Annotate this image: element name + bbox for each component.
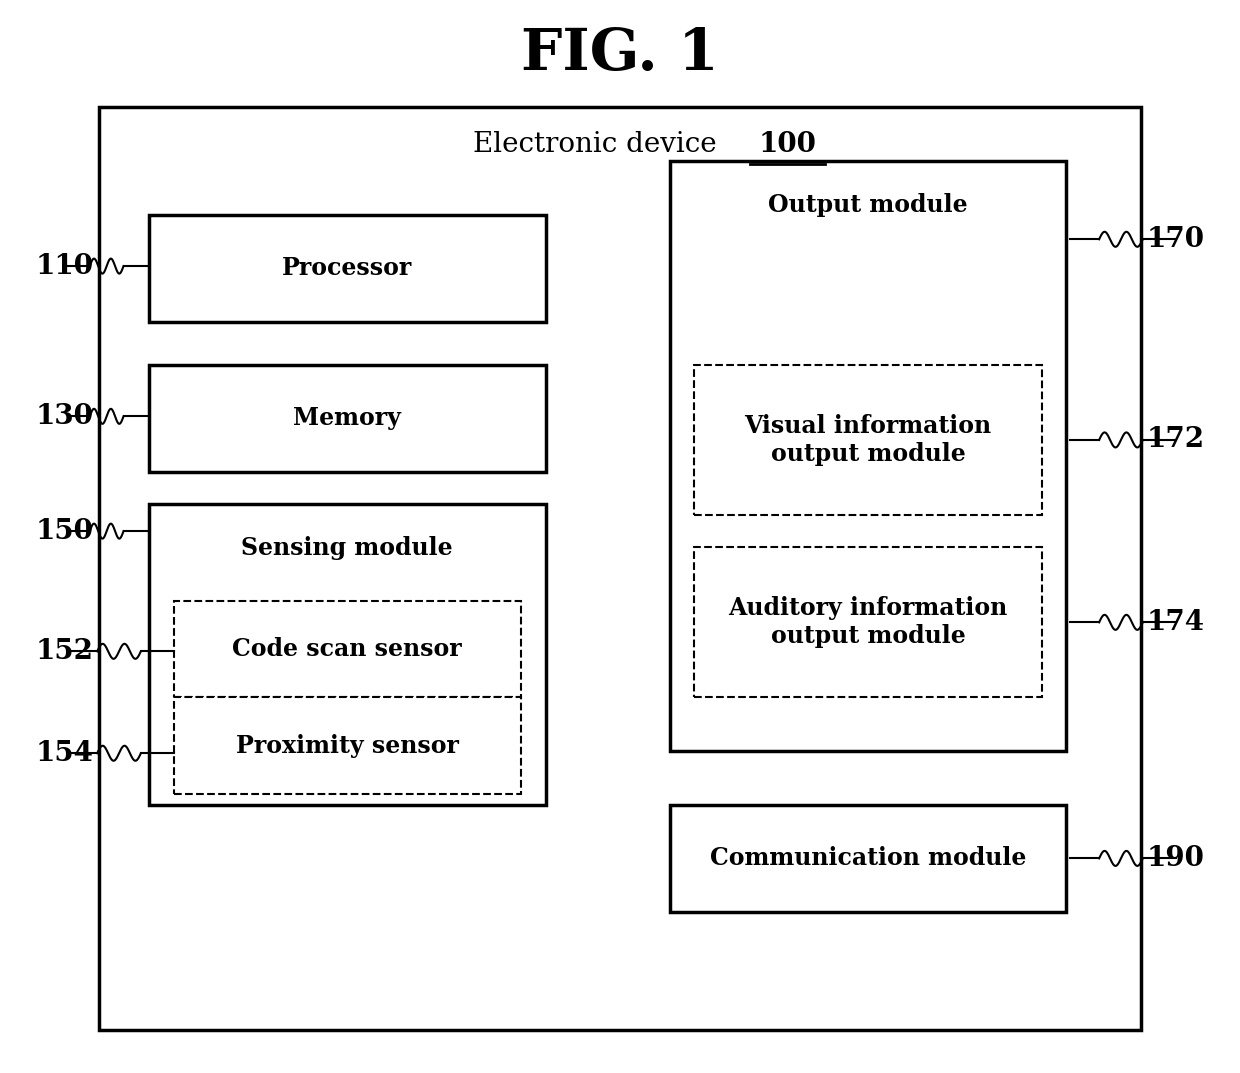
Text: 100: 100 bbox=[759, 131, 816, 159]
Text: Auditory information
output module: Auditory information output module bbox=[728, 597, 1008, 648]
Text: 174: 174 bbox=[1147, 608, 1204, 636]
FancyBboxPatch shape bbox=[174, 697, 521, 794]
Text: FIG. 1: FIG. 1 bbox=[521, 26, 719, 82]
FancyBboxPatch shape bbox=[670, 161, 1066, 751]
FancyBboxPatch shape bbox=[99, 107, 1141, 1030]
Text: Processor: Processor bbox=[281, 256, 413, 280]
Text: 110: 110 bbox=[36, 252, 93, 280]
Text: 190: 190 bbox=[1147, 844, 1204, 872]
Text: 150: 150 bbox=[36, 517, 93, 545]
FancyBboxPatch shape bbox=[694, 547, 1042, 697]
Text: 130: 130 bbox=[36, 402, 93, 430]
Text: Proximity sensor: Proximity sensor bbox=[236, 734, 459, 758]
FancyBboxPatch shape bbox=[670, 805, 1066, 912]
Text: Sensing module: Sensing module bbox=[242, 536, 453, 560]
Text: Electronic device: Electronic device bbox=[474, 131, 717, 159]
Text: 154: 154 bbox=[36, 739, 93, 767]
FancyBboxPatch shape bbox=[149, 215, 546, 322]
Text: Memory: Memory bbox=[294, 407, 401, 430]
Text: 152: 152 bbox=[36, 637, 93, 665]
FancyBboxPatch shape bbox=[149, 365, 546, 472]
FancyBboxPatch shape bbox=[174, 601, 521, 697]
FancyBboxPatch shape bbox=[694, 365, 1042, 515]
Text: Code scan sensor: Code scan sensor bbox=[232, 637, 463, 661]
Text: 172: 172 bbox=[1147, 426, 1204, 454]
Text: 170: 170 bbox=[1147, 225, 1204, 253]
Text: Visual information
output module: Visual information output module bbox=[744, 414, 992, 466]
Text: Output module: Output module bbox=[769, 193, 967, 217]
Text: Communication module: Communication module bbox=[709, 847, 1027, 870]
FancyBboxPatch shape bbox=[149, 504, 546, 805]
